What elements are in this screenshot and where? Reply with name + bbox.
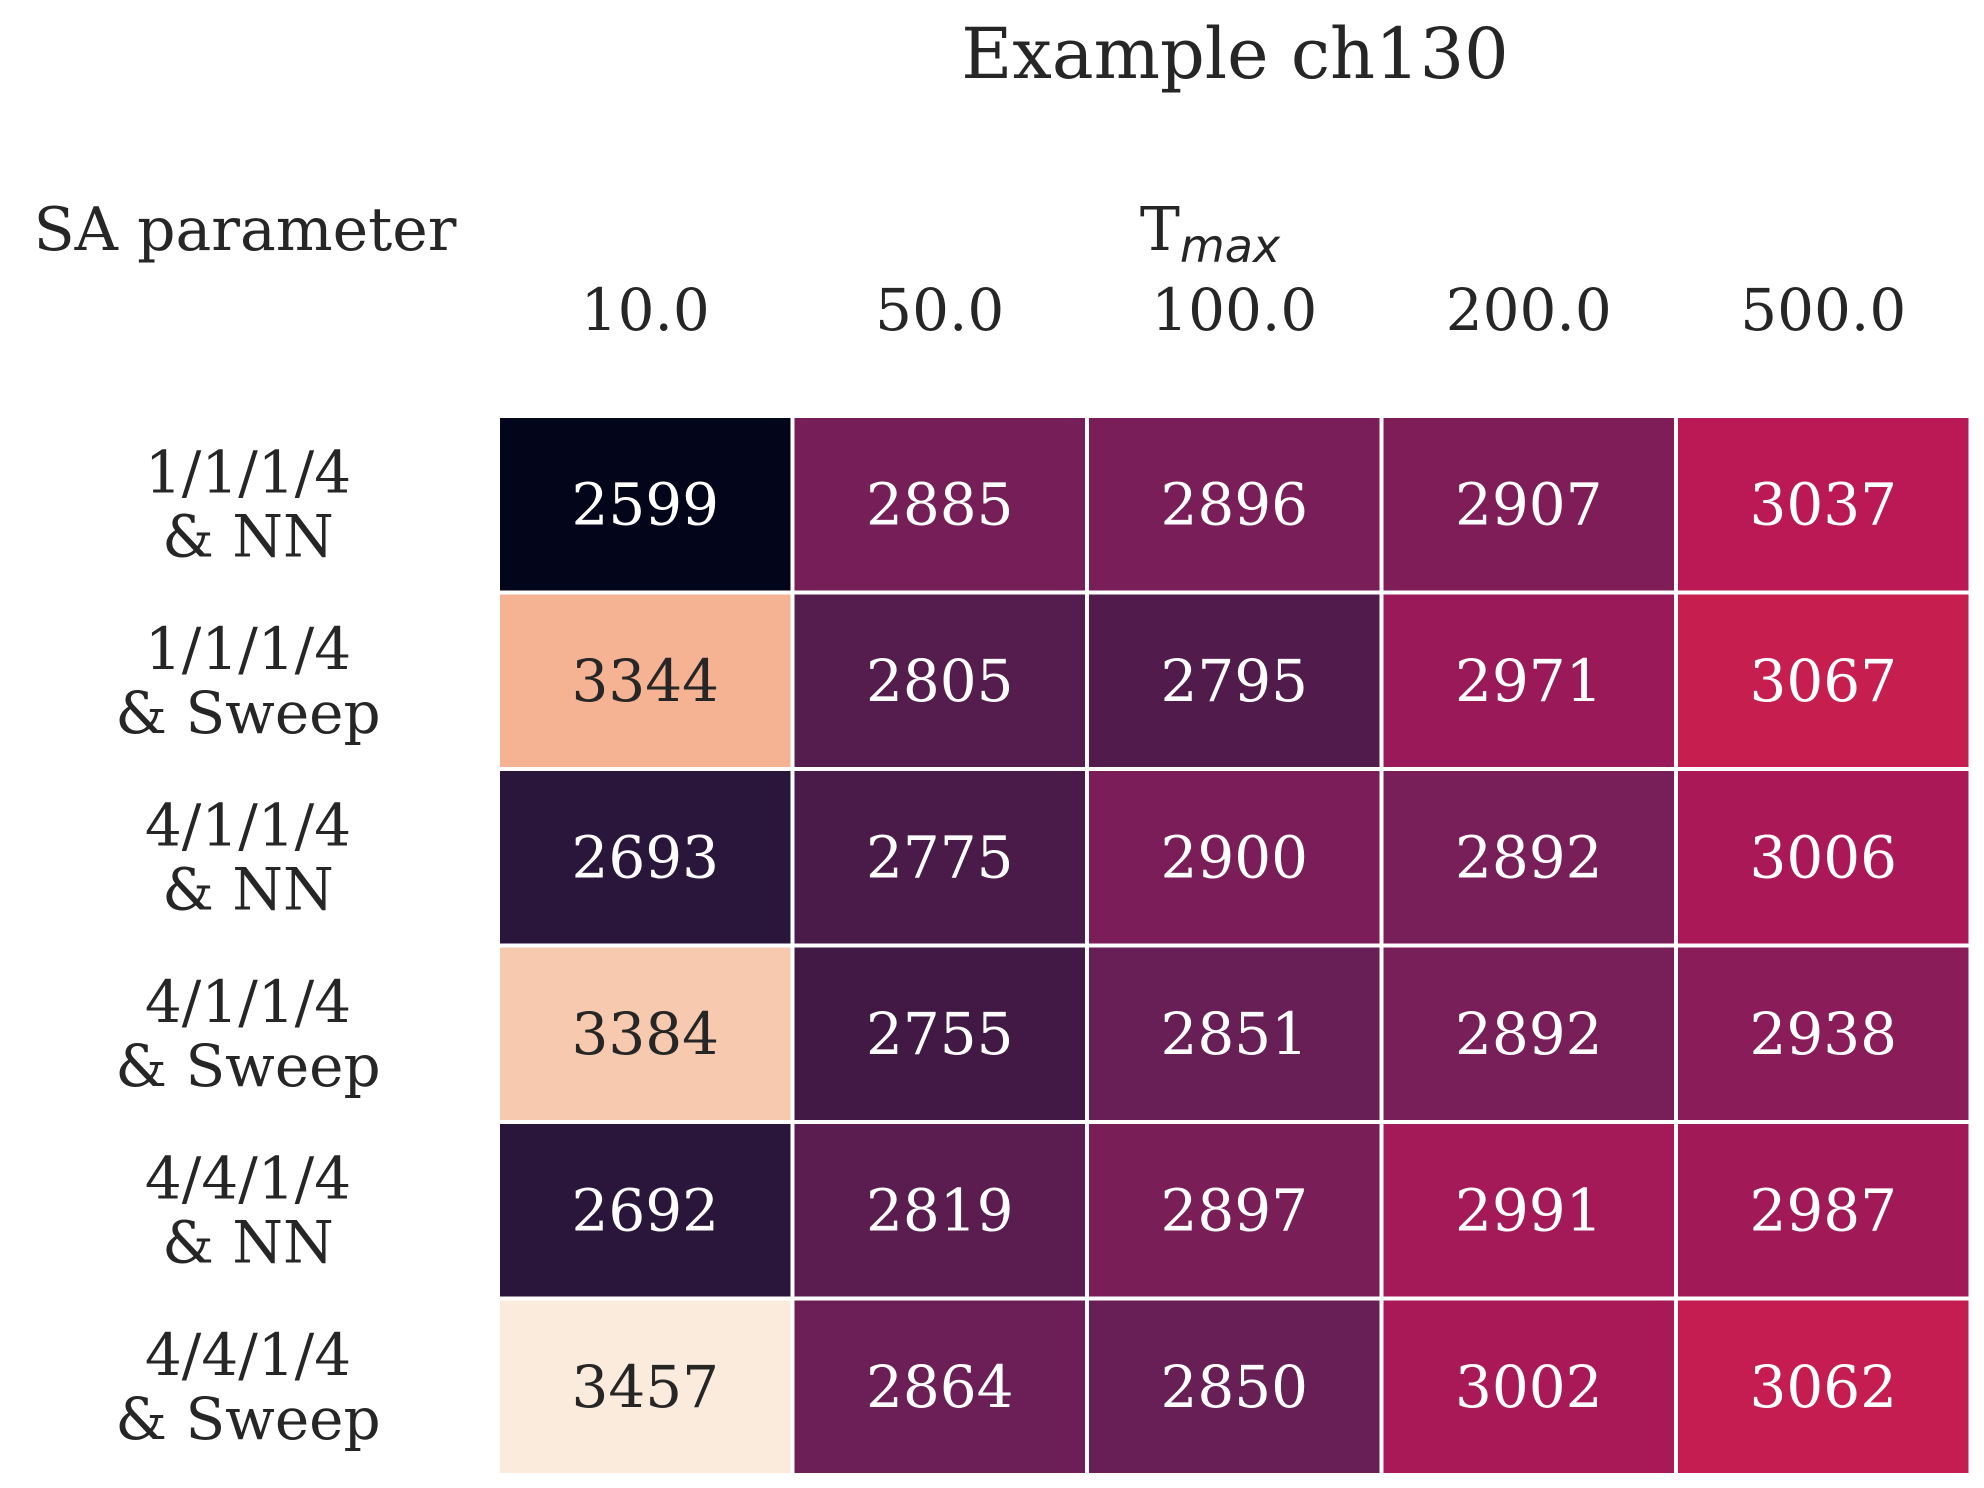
heatmap-cell [1674, 943, 1973, 1124]
cell-value-label: 3384 [571, 1000, 719, 1068]
row-tick-label: 4/1/1/4 [145, 791, 351, 859]
col-axis-label: Tmax [1140, 195, 1281, 273]
row-axis-label: SA parameter [34, 195, 457, 265]
heatmap-cell [1085, 1296, 1384, 1477]
heatmap-cell [496, 1120, 795, 1301]
heatmap-cell [496, 943, 795, 1124]
cell-value-label: 2693 [571, 823, 719, 891]
row-tick-label: & Sweep [115, 1032, 380, 1100]
heatmap-cell [1379, 943, 1678, 1124]
cell-value-label: 3002 [1455, 1353, 1603, 1421]
cell-value-label: 2885 [866, 470, 1014, 538]
column-tick-label: 500.0 [1740, 276, 1906, 344]
cell-value-label: 2805 [866, 647, 1014, 715]
row-tick-label: & Sweep [115, 1385, 380, 1453]
heatmap-cell [496, 414, 795, 595]
heatmap-cells: 2599 2885 2896 2907 3037 3344 2805 2795 2971 3067… [496, 414, 1973, 1477]
heatmap-cell [790, 1296, 1089, 1477]
column-tick-label: 100.0 [1151, 276, 1317, 344]
heatmap-cell [790, 1120, 1089, 1301]
column-tick-labels: 10.0 50.0 100.0 200.0 500.0 [581, 276, 1907, 344]
cell-value-label: 2896 [1160, 470, 1308, 538]
heatmap-cell [1379, 767, 1678, 948]
cell-value-label: 2864 [866, 1353, 1014, 1421]
heatmap-cell [1085, 590, 1384, 771]
col-axis-label-sub: max [1180, 219, 1281, 273]
row-tick-label: 4/4/1/4 [145, 1321, 351, 1389]
heatmap-cell [496, 590, 795, 771]
heatmap-cell [790, 767, 1089, 948]
cell-value-label: 2892 [1455, 1000, 1603, 1068]
cell-value-label: 2987 [1749, 1176, 1897, 1244]
row-tick-label: 4/1/1/4 [145, 968, 351, 1036]
cell-value-label: 2991 [1455, 1176, 1603, 1244]
heatmap-cell [1085, 1120, 1384, 1301]
heatmap-cell [1085, 414, 1384, 595]
cell-value-label: 3344 [571, 647, 719, 715]
cell-value-label: 2775 [866, 823, 1014, 891]
cell-value-label: 2819 [866, 1176, 1014, 1244]
row-tick-label: 4/4/1/4 [145, 1144, 351, 1212]
row-tick-label: & NN [162, 502, 334, 570]
row-tick-label: 1/1/1/4 [145, 615, 351, 683]
column-tick-label: 50.0 [875, 276, 1004, 344]
col-axis-label-main: T [1140, 195, 1180, 265]
heatmap-cell [790, 943, 1089, 1124]
row-tick-label: & NN [162, 1208, 334, 1276]
cell-value-label: 2892 [1455, 823, 1603, 891]
cell-value-label: 2795 [1160, 647, 1308, 715]
column-tick-label: 200.0 [1446, 276, 1612, 344]
cell-value-label: 2599 [571, 470, 719, 538]
cell-value-label: 2755 [866, 1000, 1014, 1068]
row-tick-label: & NN [162, 855, 334, 923]
cell-value-label: 2938 [1749, 1000, 1897, 1068]
row-tick-label: 1/1/1/4 [145, 438, 351, 506]
cell-value-label: 2692 [571, 1176, 719, 1244]
cell-value-label: 3006 [1749, 823, 1897, 891]
heatmap-cell [1674, 1296, 1973, 1477]
heatmap-cell [1674, 590, 1973, 771]
cell-value-label: 3067 [1749, 647, 1897, 715]
column-tick-label: 10.0 [581, 276, 710, 344]
cell-value-label: 3062 [1749, 1353, 1897, 1421]
heatmap-cell [1085, 943, 1384, 1124]
chart-title: Example ch130 [961, 13, 1508, 95]
cell-value-label: 2897 [1160, 1176, 1308, 1244]
cell-value-label: 3457 [571, 1353, 719, 1421]
heatmap-cell [790, 414, 1089, 595]
cell-value-label: 2907 [1455, 470, 1603, 538]
cell-value-label: 2851 [1160, 1000, 1308, 1068]
heatmap-cell [1674, 1120, 1973, 1301]
cell-value-label: 2850 [1160, 1353, 1308, 1421]
heatmap-cell [1379, 1296, 1678, 1477]
row-tick-label: & Sweep [115, 679, 380, 747]
cell-value-label: 3037 [1749, 470, 1897, 538]
cell-value-label: 2971 [1455, 647, 1603, 715]
cell-value-label: 2900 [1160, 823, 1308, 891]
